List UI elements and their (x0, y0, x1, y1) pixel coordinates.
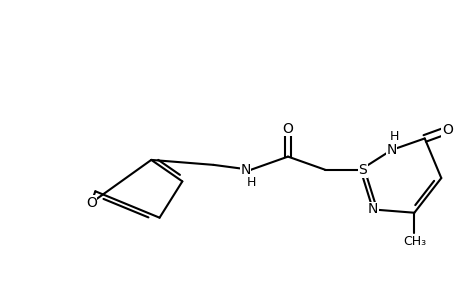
Text: S: S (358, 163, 366, 177)
Text: H: H (246, 176, 256, 189)
Text: N: N (240, 163, 250, 177)
Text: H: H (388, 130, 398, 142)
Text: N: N (386, 143, 396, 157)
Text: N: N (367, 202, 377, 216)
Text: CH₃: CH₃ (402, 235, 425, 248)
Text: O: O (441, 123, 452, 137)
Text: O: O (85, 196, 96, 210)
Text: O: O (282, 122, 293, 136)
